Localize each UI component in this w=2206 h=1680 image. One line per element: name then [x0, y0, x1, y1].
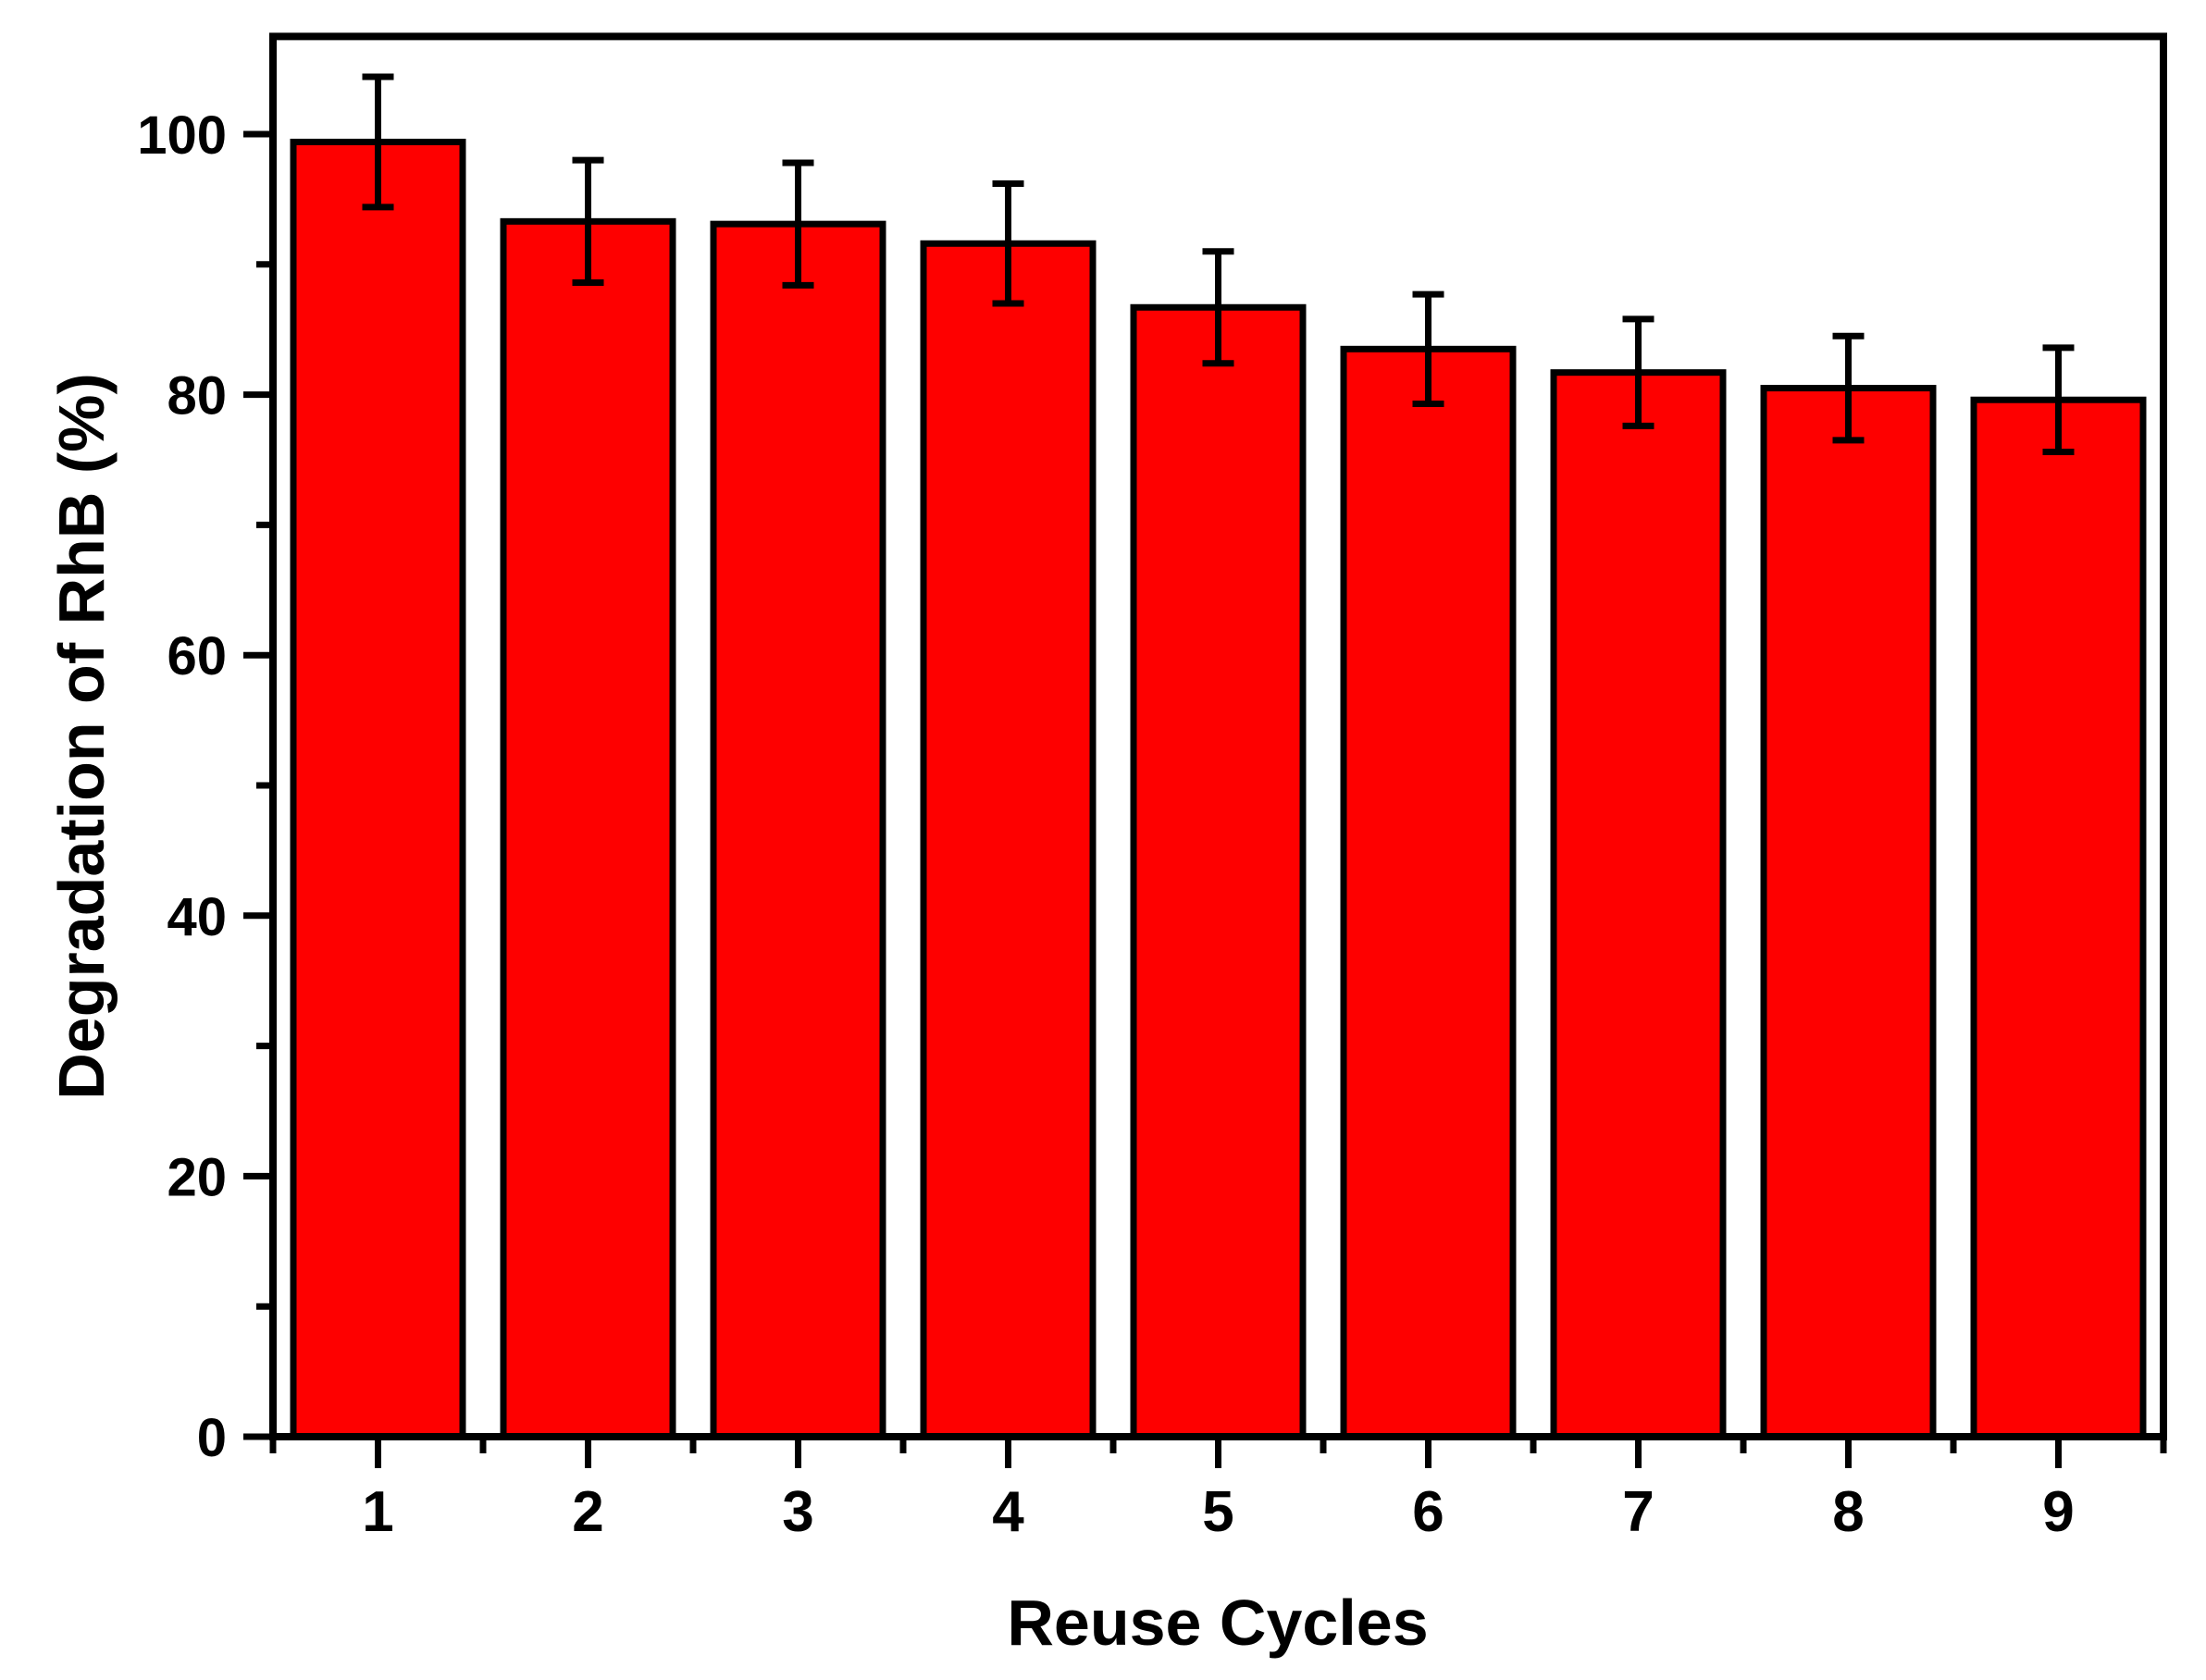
y-tick-label: 60	[167, 626, 227, 686]
error-bar-cycle-4	[992, 180, 1024, 307]
x-tick-label: 5	[1202, 1480, 1233, 1544]
error-bar-cycle-9	[2042, 344, 2075, 456]
x-tick-label: 9	[2042, 1480, 2074, 1544]
y-tick-label: 40	[167, 887, 227, 947]
bar-cycle-7	[1550, 369, 1727, 1440]
y-tick-label: 100	[137, 105, 227, 166]
y-axis-title: Degradation of RhB (%)	[45, 373, 118, 1100]
error-bar-cycle-8	[1832, 332, 1865, 444]
tick-labels-layer: 0 20 40 60 80 100 1 2 3 4 5 6 7 8 9	[137, 105, 2075, 1544]
y-tick-label: 20	[167, 1147, 227, 1207]
bar-cycle-5	[1130, 303, 1307, 1440]
error-bars-layer	[362, 73, 2075, 456]
x-tick-label: 4	[992, 1480, 1024, 1544]
bar-cycle-4	[920, 240, 1097, 1440]
error-bar-cycle-7	[1622, 315, 1654, 429]
x-tick-label: 1	[362, 1480, 393, 1544]
bar-cycle-9	[1970, 396, 2147, 1440]
error-bar-cycle-3	[782, 159, 814, 289]
y-tick-label: 0	[197, 1408, 227, 1468]
bar-cycle-8	[1760, 385, 1937, 1440]
x-tick-label: 3	[782, 1480, 813, 1544]
y-tick-label: 80	[167, 366, 227, 426]
x-axis-title: Reuse Cycles	[1007, 1587, 1428, 1659]
error-bar-cycle-6	[1412, 290, 1444, 407]
x-tick-label: 6	[1412, 1480, 1444, 1544]
bar-cycle-2	[500, 217, 676, 1440]
error-bar-cycle-1	[362, 73, 394, 211]
axis-ticks-layer	[243, 130, 2167, 1468]
error-bar-cycle-5	[1202, 248, 1234, 367]
x-tick-label: 7	[1622, 1480, 1654, 1544]
x-tick-label: 2	[572, 1480, 603, 1544]
error-bar-cycle-2	[572, 156, 604, 287]
bar-cycle-3	[710, 220, 886, 1440]
x-tick-label: 8	[1832, 1480, 1864, 1544]
bar-cycle-6	[1340, 345, 1517, 1440]
bar-cycle-1	[290, 138, 466, 1440]
